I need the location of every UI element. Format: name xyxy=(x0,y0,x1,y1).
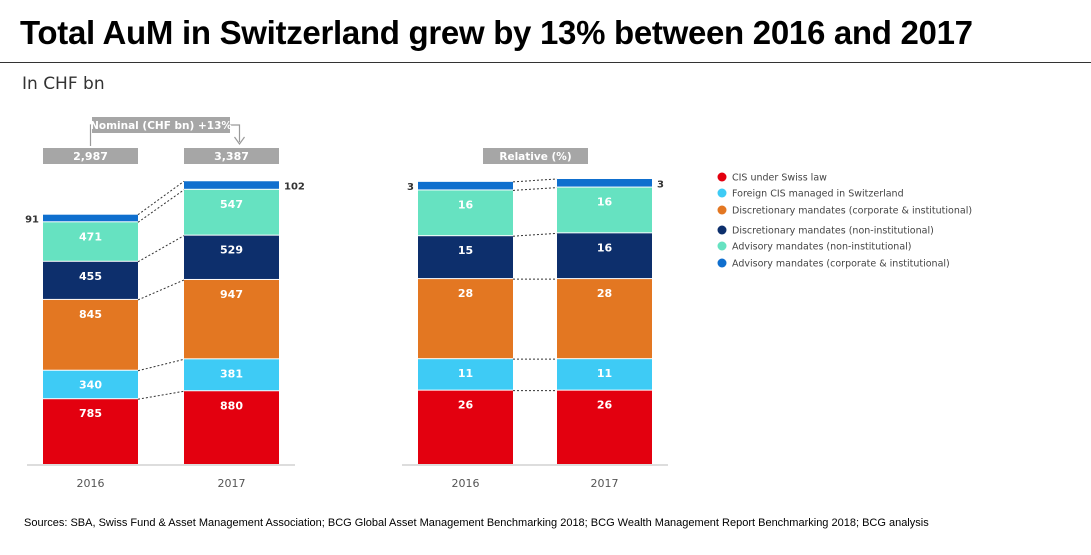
connector-line-0-2 xyxy=(137,279,185,301)
connector-line-0-4 xyxy=(137,189,185,223)
total-box-1 xyxy=(184,148,279,164)
bar-segment-0-1-3 xyxy=(184,235,279,279)
data-label-0-0-4: 471 xyxy=(79,230,102,243)
bar-segment-0-0-2 xyxy=(43,299,138,370)
bar-segment-0-0-5 xyxy=(43,214,138,222)
bar-segment-1-1-4 xyxy=(557,187,652,233)
bar-segment-1-1-3 xyxy=(557,233,652,279)
connector-line-1-5 xyxy=(512,178,558,183)
data-label-0-0-0: 785 xyxy=(79,407,102,420)
legend-label-2: Discretionary mandates (corporate & inst… xyxy=(732,206,972,217)
bar-segment-1-1-1 xyxy=(557,359,652,390)
bar-segment-0-1-1 xyxy=(184,359,279,391)
data-label-0-0-1: 340 xyxy=(79,379,102,392)
data-label-1-0-4: 16 xyxy=(458,198,474,211)
data-label-0-1-2: 947 xyxy=(220,288,243,301)
data-label-1-1-0: 26 xyxy=(597,399,613,412)
bar-segment-1-1-2 xyxy=(557,279,652,359)
x-tick-label-0-1: 2017 xyxy=(218,477,246,490)
data-label-0-0-2: 845 xyxy=(79,308,102,321)
legend-label-3: Discretionary mandates (non-institutiona… xyxy=(732,226,934,237)
data-label-1-1-2: 28 xyxy=(597,287,612,300)
unit-subtitle: In CHF bn xyxy=(22,74,105,94)
bar-segment-0-1-0 xyxy=(184,391,279,464)
bar-segment-0-0-3 xyxy=(43,261,138,299)
bar-segment-1-1-5 xyxy=(557,179,652,187)
legend-label-1: Foreign CIS managed in Switzerland xyxy=(732,189,904,200)
data-label-1-0-3: 15 xyxy=(458,244,473,257)
data-label-0-1-5: 102 xyxy=(284,182,305,193)
bar-segment-0-1-2 xyxy=(184,279,279,359)
data-label-1-1-1: 11 xyxy=(597,367,612,380)
connector-line-0-3 xyxy=(137,235,185,263)
bar-segment-0-0-0 xyxy=(43,399,138,464)
connector-line-0-5 xyxy=(137,180,185,216)
data-label-0-1-4: 547 xyxy=(220,198,243,211)
legend-swatch-1 xyxy=(717,188,727,198)
total-label-0: 2,987 xyxy=(73,150,108,163)
aum-charts: 785 340 845 455 471 91 2016 880 381 947 529 547 102 2… xyxy=(25,117,972,490)
legend-label-0: CIS under Swiss law xyxy=(732,173,827,184)
data-label-1-1-5: 3 xyxy=(657,179,664,190)
connector-line-0-1 xyxy=(137,358,185,372)
connector-line-1-3 xyxy=(512,232,558,237)
data-label-0-0-5: 91 xyxy=(25,215,39,226)
total-box-0 xyxy=(43,148,138,164)
data-label-0-1-0: 880 xyxy=(220,399,243,412)
annotation-box-1 xyxy=(483,148,588,164)
bar-segment-1-0-0 xyxy=(418,390,513,464)
title-divider xyxy=(0,62,1091,63)
data-label-1-0-2: 28 xyxy=(458,287,473,300)
sources-note: Sources: SBA, Swiss Fund & Asset Managem… xyxy=(24,517,929,529)
bar-segment-1-1-0 xyxy=(557,390,652,464)
bar-segment-1-0-1 xyxy=(418,359,513,390)
legend-label-4: Advisory mandates (non-institutional) xyxy=(732,242,912,253)
legend-swatch-0 xyxy=(717,172,727,182)
x-tick-label-1-0: 2016 xyxy=(452,477,480,490)
bar-segment-0-0-4 xyxy=(43,222,138,261)
data-label-1-0-1: 11 xyxy=(458,367,473,380)
page-title: Total AuM in Switzerland grew by 13% bet… xyxy=(20,14,973,51)
data-label-1-0-0: 26 xyxy=(458,399,474,412)
annotation-box-0 xyxy=(92,117,230,133)
bar-segment-1-0-3 xyxy=(418,236,513,279)
bar-segment-1-0-2 xyxy=(418,279,513,359)
x-tick-label-0-0: 2016 xyxy=(77,477,105,490)
bar-segment-1-0-5 xyxy=(418,181,513,190)
connector-line-1-4 xyxy=(512,187,558,191)
legend-swatch-2 xyxy=(717,205,727,215)
legend-swatch-5 xyxy=(717,258,727,268)
legend-swatch-3 xyxy=(717,225,727,235)
legend-swatch-4 xyxy=(717,241,727,251)
bar-segment-0-1-4 xyxy=(184,189,279,235)
annotation-label-0: Nominal (CHF bn) +13% xyxy=(90,120,232,132)
bar-segment-1-0-4 xyxy=(418,190,513,236)
connector-line-0-0 xyxy=(137,390,185,400)
data-label-0-1-1: 381 xyxy=(220,367,243,380)
total-label-1: 3,387 xyxy=(214,150,249,163)
growth-arrowhead xyxy=(234,136,245,146)
bar-segment-0-1-5 xyxy=(184,181,279,189)
bar-segment-0-0-1 xyxy=(43,370,138,399)
data-label-0-0-3: 455 xyxy=(79,270,102,283)
data-label-1-1-3: 16 xyxy=(597,241,613,254)
annotation-label-1: Relative (%) xyxy=(499,151,571,163)
x-tick-label-1-1: 2017 xyxy=(591,477,619,490)
data-label-0-1-3: 529 xyxy=(220,244,243,257)
data-label-1-1-4: 16 xyxy=(597,196,613,209)
legend-label-5: Advisory mandates (corporate & instituti… xyxy=(732,259,950,270)
data-label-1-0-5: 3 xyxy=(407,182,414,193)
